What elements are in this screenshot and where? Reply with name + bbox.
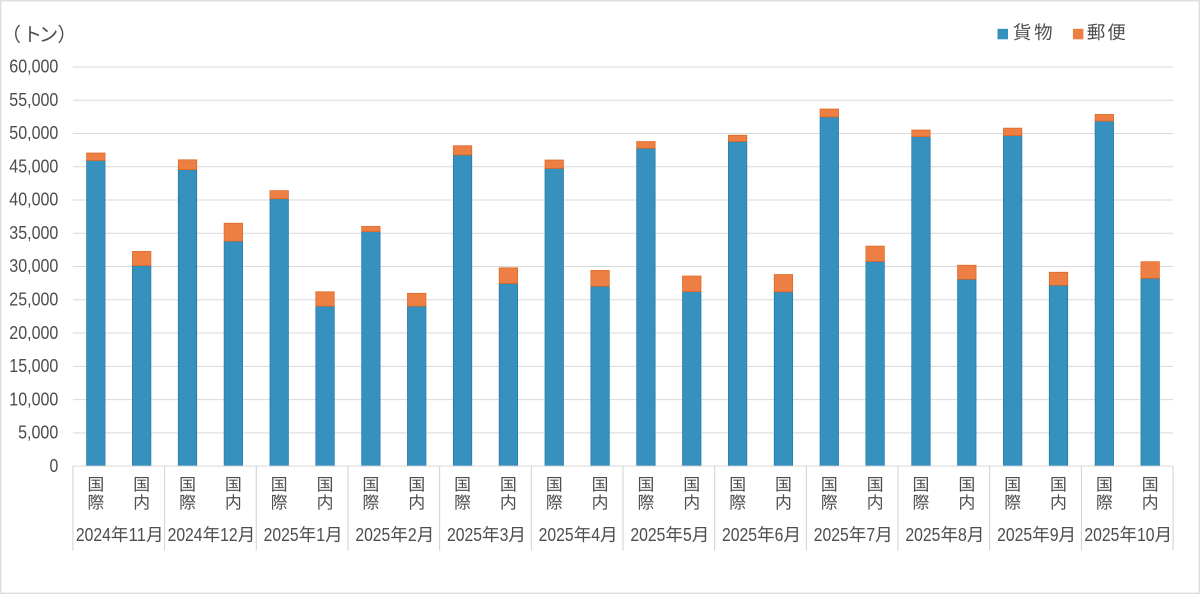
- svg-text:35,000: 35,000: [9, 222, 58, 243]
- svg-text:6: 6: [775, 525, 784, 545]
- svg-text:2025: 2025: [630, 525, 665, 545]
- svg-text:15,000: 15,000: [9, 355, 58, 376]
- svg-text:55,000: 55,000: [9, 89, 58, 110]
- svg-text:9: 9: [1050, 525, 1059, 545]
- svg-text:10,000: 10,000: [9, 388, 58, 409]
- svg-text:60,000: 60,000: [9, 56, 58, 77]
- svg-text:2025: 2025: [905, 525, 940, 545]
- svg-text:45,000: 45,000: [9, 155, 58, 176]
- svg-text:2: 2: [408, 525, 417, 545]
- svg-text:2025: 2025: [355, 525, 390, 545]
- svg-text:3: 3: [500, 525, 509, 545]
- svg-text:1: 1: [316, 525, 325, 545]
- svg-text:20,000: 20,000: [9, 322, 58, 343]
- svg-text:50,000: 50,000: [9, 122, 58, 143]
- svg-text:2024: 2024: [76, 525, 111, 545]
- svg-text:12: 12: [220, 525, 238, 545]
- svg-text:7: 7: [866, 525, 875, 545]
- svg-text:2025: 2025: [264, 525, 299, 545]
- svg-text:2025: 2025: [447, 525, 482, 545]
- svg-text:8: 8: [958, 525, 967, 545]
- svg-text:2025: 2025: [722, 525, 757, 545]
- svg-text:5,000: 5,000: [18, 422, 58, 443]
- svg-text:2025: 2025: [997, 525, 1032, 545]
- svg-text:30,000: 30,000: [9, 255, 58, 276]
- svg-text:4: 4: [591, 525, 600, 545]
- svg-text:11: 11: [128, 525, 146, 545]
- svg-text:0: 0: [50, 455, 59, 476]
- svg-text:10: 10: [1137, 525, 1155, 545]
- svg-text:2024: 2024: [168, 525, 203, 545]
- svg-text:2025: 2025: [539, 525, 574, 545]
- svg-text:40,000: 40,000: [9, 189, 58, 210]
- svg-text:5: 5: [683, 525, 692, 545]
- svg-text:2025: 2025: [814, 525, 849, 545]
- svg-text:25,000: 25,000: [9, 289, 58, 310]
- svg-text:2025: 2025: [1084, 525, 1119, 545]
